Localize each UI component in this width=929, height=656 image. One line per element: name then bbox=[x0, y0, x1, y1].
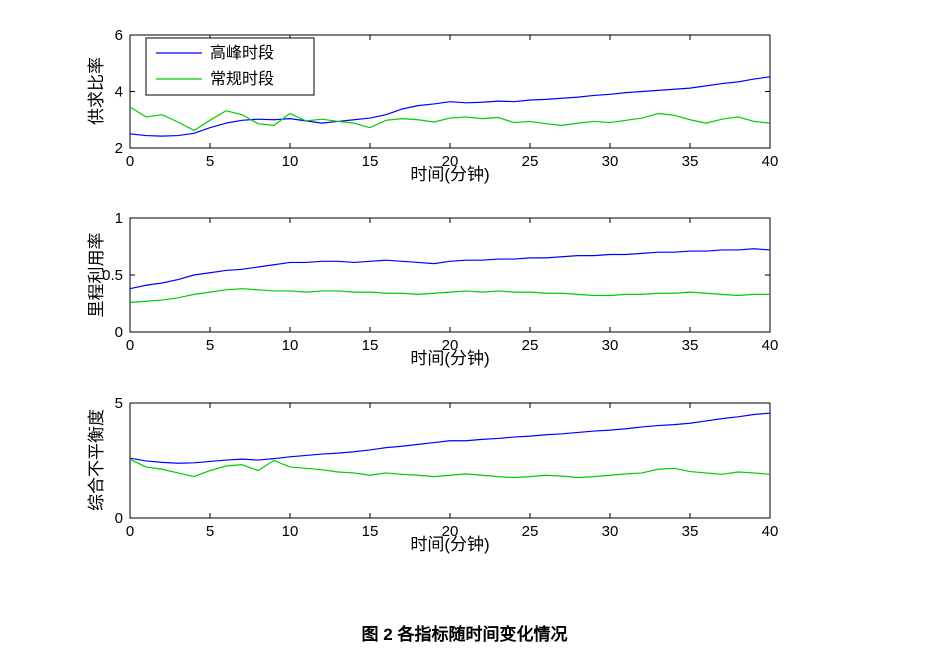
svg-text:20: 20 bbox=[442, 523, 459, 540]
svg-text:35: 35 bbox=[682, 153, 699, 170]
svg-text:10: 10 bbox=[282, 523, 299, 540]
svg-text:5: 5 bbox=[206, 337, 214, 354]
svg-text:10: 10 bbox=[282, 337, 299, 354]
svg-text:25: 25 bbox=[522, 337, 539, 354]
y-axis-label-imbalance: 综合不平衡度 bbox=[87, 409, 106, 511]
svg-text:2: 2 bbox=[115, 140, 123, 157]
svg-text:5: 5 bbox=[206, 523, 214, 540]
imbalance-degree-chart: 0 5 10 15 20 25 30 35 40 0 5 bbox=[115, 395, 779, 540]
svg-text:35: 35 bbox=[682, 523, 699, 540]
svg-text:4: 4 bbox=[115, 84, 123, 101]
svg-text:5: 5 bbox=[206, 153, 214, 170]
svg-text:40: 40 bbox=[762, 153, 779, 170]
svg-text:0: 0 bbox=[126, 523, 134, 540]
y-axis-label-mileage: 里程利用率 bbox=[87, 232, 106, 318]
svg-text:15: 15 bbox=[362, 153, 379, 170]
svg-text:0.5: 0.5 bbox=[102, 267, 123, 284]
x-axis-label-time-2: 时间(分钟) bbox=[410, 349, 490, 368]
svg-text:0: 0 bbox=[115, 510, 123, 527]
svg-text:20: 20 bbox=[442, 153, 459, 170]
svg-text:0: 0 bbox=[115, 324, 123, 341]
mileage-utilization-chart: 0 5 10 15 20 25 30 35 40 0 0.5 1 bbox=[102, 210, 779, 354]
x-axis-label-time-1: 时间(分钟) bbox=[410, 165, 490, 184]
svg-text:20: 20 bbox=[442, 337, 459, 354]
svg-text:40: 40 bbox=[762, 337, 779, 354]
svg-text:40: 40 bbox=[762, 523, 779, 540]
svg-text:常规时段: 常规时段 bbox=[210, 70, 274, 88]
svg-text:30: 30 bbox=[602, 523, 619, 540]
svg-text:15: 15 bbox=[362, 523, 379, 540]
svg-text:高峰时段: 高峰时段 bbox=[210, 44, 274, 62]
svg-text:25: 25 bbox=[522, 153, 539, 170]
svg-text:30: 30 bbox=[602, 337, 619, 354]
svg-text:30: 30 bbox=[602, 153, 619, 170]
figure-caption: 图 2 各指标随时间变化情况 bbox=[361, 625, 568, 644]
y-axis-label-supply-demand: 供求比率 bbox=[87, 57, 106, 125]
svg-text:35: 35 bbox=[682, 337, 699, 354]
x-axis-label-time-3: 时间(分钟) bbox=[410, 535, 490, 554]
svg-text:25: 25 bbox=[522, 523, 539, 540]
svg-text:5: 5 bbox=[115, 395, 123, 412]
svg-text:15: 15 bbox=[362, 337, 379, 354]
svg-text:0: 0 bbox=[126, 153, 134, 170]
svg-text:10: 10 bbox=[282, 153, 299, 170]
svg-text:1: 1 bbox=[115, 210, 123, 227]
svg-text:0: 0 bbox=[126, 337, 134, 354]
svg-text:6: 6 bbox=[115, 27, 123, 44]
